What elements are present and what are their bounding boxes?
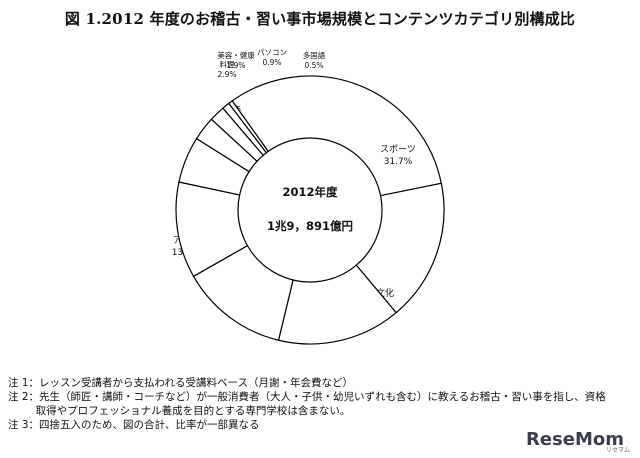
slice-0-label: スポーツ — [380, 144, 416, 155]
donut-chart: スポーツ31.7%日本文化17.1%外国語14.9%アート13.0%ダンス11.… — [172, 48, 445, 345]
slice-0 — [231, 75, 443, 197]
footnotes: 注 1：レッスン受講者から支払われる受講料ベース（月謝・年会費など） 注 2：先… — [8, 376, 632, 432]
slice-6-label: 料理 — [220, 59, 235, 69]
center-value: 1兆9，891億円 — [267, 219, 353, 233]
slice-9-label: 多国語 — [303, 50, 326, 60]
resemom-logo: ReseMom — [525, 429, 624, 450]
slice-0-value: 31.7% — [384, 157, 413, 167]
footnote-1: 注 1：レッスン受講者から支払われる受講料ベース（月謝・年会費など） — [8, 377, 353, 389]
chart-title: 図 1.2012 年度のお稽古・習い事市場規模とコンテンツカテゴリ別構成比 — [64, 10, 576, 28]
footnote-3: 注 3：四捨五入のため、図の合計、比率が一部異なる — [8, 419, 260, 431]
slice-7-value: 1.9% — [226, 61, 245, 70]
slice-6-value: 2.9% — [217, 70, 236, 79]
footnote-2-continued: 取得やプロフェッショナル養成を目的とする専門学校は含まない。 — [8, 405, 351, 417]
footnote-2: 注 2：先生（師匠・講師・コーチなど）が一般消費者（大人・子供・幼児いずれも含む… — [8, 391, 606, 403]
center-label: 2012年度 — [282, 185, 338, 199]
slice-9-value: 0.5% — [304, 61, 323, 70]
slice-9 — [227, 100, 270, 154]
resemom-logo-sub: リセマム — [605, 447, 630, 454]
slice-8-label: パソコン — [257, 48, 287, 57]
slice-8-value: 0.9% — [262, 58, 281, 67]
slice-7-label: 美容・健康 — [217, 50, 255, 60]
